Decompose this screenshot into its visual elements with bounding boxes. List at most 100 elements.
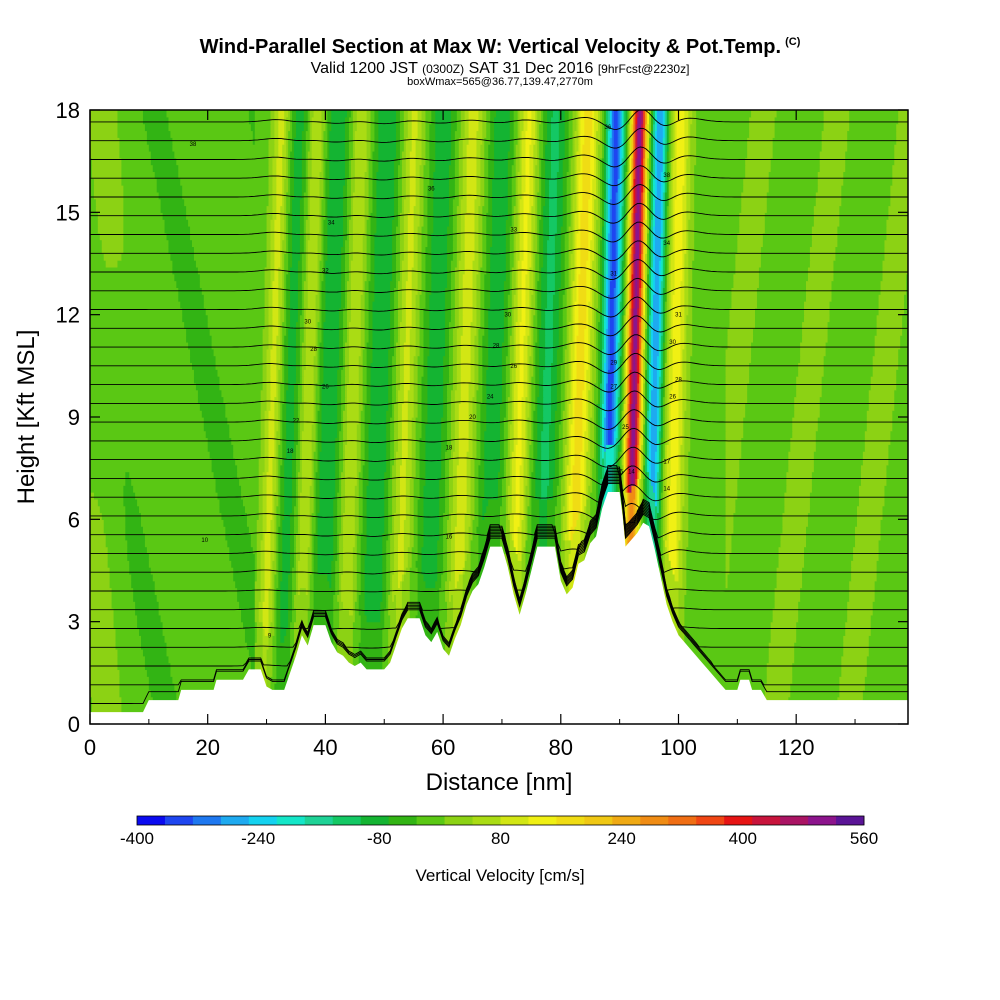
w-cell bbox=[423, 526, 440, 534]
w-cell bbox=[682, 539, 689, 548]
w-cell bbox=[633, 396, 636, 404]
w-cell bbox=[270, 567, 274, 575]
w-cell bbox=[645, 471, 648, 479]
w-cell bbox=[533, 457, 536, 466]
w-cell bbox=[515, 478, 521, 486]
w-cell bbox=[592, 396, 595, 404]
w-cell bbox=[264, 430, 270, 439]
w-cell bbox=[656, 417, 660, 425]
w-cell bbox=[335, 580, 340, 589]
w-cell bbox=[627, 444, 631, 452]
w-cell bbox=[568, 403, 574, 411]
w-cell bbox=[258, 471, 264, 479]
w-cell bbox=[668, 437, 672, 445]
w-cell bbox=[537, 396, 544, 404]
w-cell bbox=[656, 457, 660, 466]
w-cell bbox=[315, 498, 321, 507]
w-cell bbox=[260, 437, 266, 445]
w-cell bbox=[478, 492, 485, 500]
w-cell bbox=[499, 457, 505, 466]
w-cell bbox=[388, 608, 397, 616]
w-cell bbox=[345, 451, 358, 459]
w-cell bbox=[280, 601, 289, 609]
w-cell bbox=[297, 423, 301, 432]
w-cell bbox=[311, 546, 315, 555]
w-cell bbox=[598, 437, 601, 445]
w-cell bbox=[554, 560, 562, 568]
w-cell bbox=[274, 546, 277, 555]
w-cell bbox=[645, 423, 648, 432]
w-cell bbox=[684, 635, 772, 643]
w-cell bbox=[509, 464, 513, 473]
w-cell bbox=[600, 430, 603, 439]
w-cell bbox=[688, 498, 727, 507]
w-cell bbox=[639, 403, 642, 411]
w-cell bbox=[345, 403, 348, 411]
w-cell bbox=[505, 396, 509, 404]
w-cell bbox=[676, 492, 682, 500]
w-cell bbox=[254, 614, 260, 623]
w-cell bbox=[311, 478, 315, 486]
w-cell bbox=[266, 492, 274, 500]
w-cell bbox=[303, 389, 315, 398]
w-cell bbox=[725, 560, 731, 568]
w-cell bbox=[392, 492, 397, 500]
w-cell bbox=[615, 471, 619, 479]
w-cell bbox=[262, 614, 270, 623]
w-cell bbox=[445, 505, 450, 514]
w-cell bbox=[90, 614, 115, 623]
w-cell bbox=[568, 437, 572, 445]
w-cell bbox=[396, 457, 403, 466]
w-cell bbox=[470, 539, 480, 548]
w-cell bbox=[309, 492, 315, 500]
w-cell bbox=[617, 451, 621, 459]
w-cell bbox=[792, 430, 817, 439]
w-cell bbox=[358, 642, 383, 650]
w-cell bbox=[160, 614, 242, 623]
w-cell bbox=[468, 444, 474, 452]
w-cell bbox=[470, 485, 476, 493]
w-cell bbox=[678, 594, 685, 602]
w-cell bbox=[356, 532, 362, 541]
w-cell bbox=[670, 423, 680, 432]
w-cell bbox=[864, 430, 891, 439]
w-cell bbox=[335, 437, 340, 445]
w-cell bbox=[586, 478, 591, 486]
w-cell bbox=[680, 492, 685, 500]
w-cell bbox=[254, 662, 262, 671]
w-cell bbox=[356, 573, 362, 582]
w-cell bbox=[619, 430, 623, 439]
w-cell bbox=[452, 608, 464, 616]
w-cell bbox=[427, 389, 444, 398]
w-cell bbox=[521, 546, 525, 555]
w-cell bbox=[643, 512, 646, 520]
w-cell bbox=[423, 492, 440, 500]
w-cell bbox=[352, 635, 362, 643]
w-cell bbox=[600, 451, 603, 459]
w-cell bbox=[664, 546, 668, 555]
w-cell bbox=[452, 505, 458, 514]
w-cell bbox=[403, 573, 411, 582]
w-cell bbox=[568, 444, 572, 452]
w-cell bbox=[480, 423, 487, 432]
w-cell bbox=[280, 608, 289, 616]
w-cell bbox=[401, 457, 407, 466]
w-cell bbox=[292, 594, 295, 602]
w-cell bbox=[605, 389, 609, 398]
w-cell bbox=[382, 662, 389, 671]
w-cell bbox=[360, 580, 366, 589]
w-cell bbox=[860, 464, 888, 473]
w-cell bbox=[364, 417, 372, 425]
w-cell bbox=[590, 457, 593, 466]
w-cell bbox=[260, 587, 266, 595]
w-cell bbox=[507, 587, 521, 595]
w-cell bbox=[666, 423, 670, 432]
w-cell bbox=[439, 594, 446, 602]
w-cell bbox=[390, 430, 395, 439]
w-cell bbox=[539, 526, 548, 534]
w-cell bbox=[664, 417, 668, 425]
w-cell bbox=[680, 451, 685, 459]
w-cell bbox=[333, 601, 340, 609]
w-cell bbox=[637, 492, 640, 500]
w-cell bbox=[417, 546, 423, 555]
